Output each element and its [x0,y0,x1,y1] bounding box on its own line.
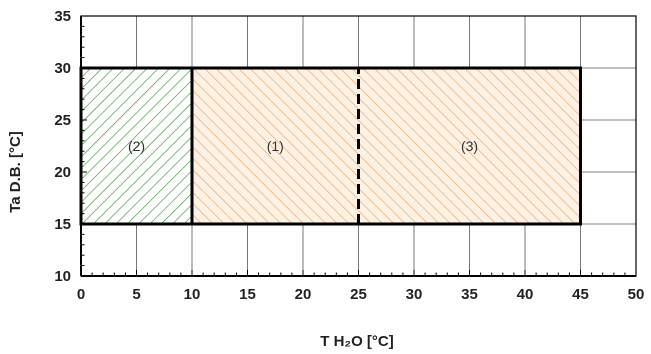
x-tick-label: 20 [295,286,312,303]
x-tick-label: 15 [239,286,256,303]
x-tick-label: 50 [628,286,645,303]
x-tick-label: 5 [132,286,140,303]
x-tick-label: 0 [77,286,85,303]
region-label: (1) [267,138,284,154]
y-tick-label: 25 [54,112,71,129]
x-tick-label: 25 [350,286,367,303]
y-tick-label: 20 [54,164,71,181]
y-tick-label: 30 [54,60,71,77]
operating-regions: (2) (1) (3) [81,68,581,224]
x-tick-label: 35 [461,286,478,303]
x-tick-label: 40 [517,286,534,303]
region-label: (2) [128,138,145,154]
region-hatch [81,68,192,224]
x-tick-label: 10 [184,286,201,303]
x-tick-label: 45 [572,286,589,303]
y-tick-label: 15 [54,216,71,233]
x-tick-label: 30 [406,286,423,303]
region-label: (3) [461,138,478,154]
x-axis-title: T H₂O [°C] [320,333,393,350]
region-hatch [358,68,581,224]
tick-labels: 0 5 10 15 20 25 30 35 40 45 50 10 15 20 25 30 35 [54,8,644,303]
axes [80,15,637,277]
y-tick-label: 10 [54,268,71,285]
region-hatch [192,68,359,224]
y-axis-title: Ta D.B. [°C] [7,131,24,213]
y-tick-label: 35 [54,8,71,25]
